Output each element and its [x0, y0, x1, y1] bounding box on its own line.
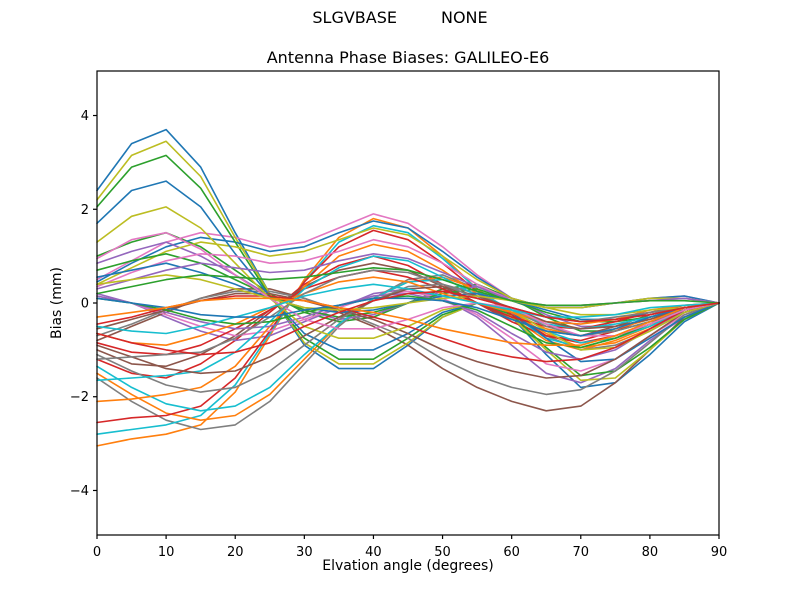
x-tick-label: 10: [158, 545, 175, 560]
figure-suptitle: SLGVBASE NONE: [0, 8, 800, 27]
series-line-10: [96, 220, 720, 309]
antenna-type-label: NONE: [440, 8, 488, 27]
series-line-32: [96, 295, 720, 349]
series-line-39: [96, 283, 720, 335]
series-line-41: [96, 297, 720, 347]
x-tick-label: 50: [434, 545, 451, 560]
series-line-9: [96, 224, 720, 436]
x-tick-label: 20: [227, 545, 244, 560]
y-tick-label: 2: [81, 203, 89, 218]
series-line-7: [96, 274, 720, 431]
series-line-38: [96, 274, 720, 316]
x-axis-label: Elvation angle (degrees): [322, 558, 494, 574]
x-tick-label: 30: [296, 545, 313, 560]
x-tick-label: 60: [503, 545, 520, 560]
series-line-40: [96, 297, 720, 337]
x-tick-label: 90: [711, 545, 728, 560]
x-tick-label: 70: [573, 545, 590, 560]
y-tick-label: −4: [70, 484, 89, 499]
series-line-42: [96, 266, 720, 307]
series-line-22: [96, 253, 720, 323]
series-line-27: [96, 283, 720, 393]
series-line-43: [96, 290, 720, 356]
x-tick-label: 40: [365, 545, 382, 560]
y-tick-label: −2: [70, 390, 89, 405]
series-line-8: [96, 140, 720, 382]
axes-title: Antenna Phase Biases: GALILEO-E6: [266, 48, 550, 67]
series-line-5: [96, 288, 720, 412]
x-tick-label: 0: [93, 545, 101, 560]
series-line-23: [96, 269, 720, 356]
series-line-29: [96, 255, 720, 382]
y-tick-label: 4: [81, 109, 89, 124]
y-tick-label: 0: [81, 297, 89, 312]
station-name-label: SLGVBASE: [312, 8, 397, 27]
series-line-37: [96, 269, 720, 361]
series-line-17: [96, 290, 720, 396]
x-tick-label: 80: [642, 545, 659, 560]
